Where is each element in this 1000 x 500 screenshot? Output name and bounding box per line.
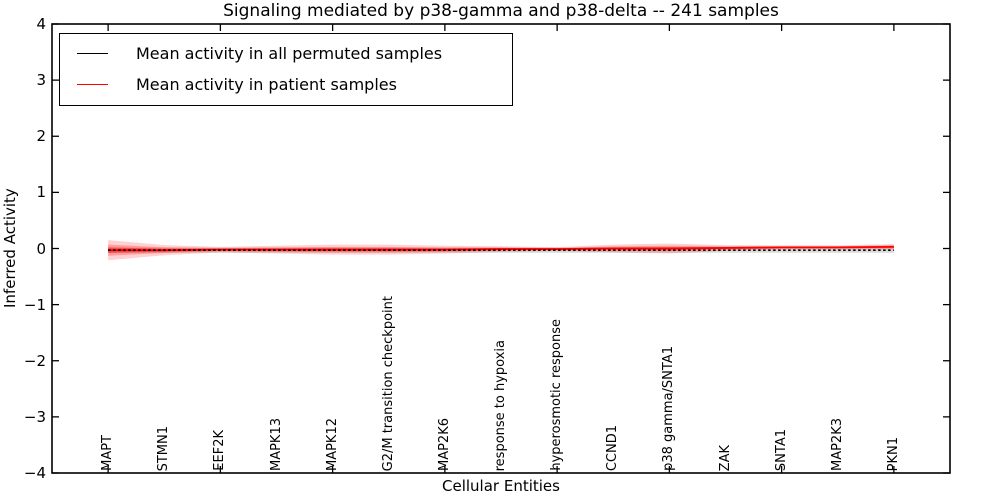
legend-entry-patient: Mean activity in patient samples xyxy=(70,72,502,96)
legend-entry-permuted: Mean activity in all permuted samples xyxy=(70,41,502,65)
y-tick-label: 3 xyxy=(36,71,46,90)
legend-label-permuted: Mean activity in all permuted samples xyxy=(136,43,443,63)
y-tick-label: 4 xyxy=(36,15,46,33)
x-tick-label: PKN1 xyxy=(885,436,901,471)
patient-std-band-outer xyxy=(108,240,894,261)
y-tick-label: −1 xyxy=(23,295,46,314)
x-tick-label: MAP2K6 xyxy=(436,417,452,471)
x-tick-label: MAPK13 xyxy=(268,417,284,471)
x-tick-label: ZAK xyxy=(717,444,733,471)
y-tick-label: 1 xyxy=(36,183,46,202)
x-tick-label: MAP2K3 xyxy=(829,417,845,471)
permuted-line-sample-icon xyxy=(77,52,108,54)
legend-label-patient: Mean activity in patient samples xyxy=(136,74,397,94)
x-tick-label: CCND1 xyxy=(605,424,621,471)
x-tick-label: MAPT xyxy=(100,435,116,471)
x-tick-label: EEF2K xyxy=(212,430,228,471)
chart-title: Signaling mediated by p38-gamma and p38-… xyxy=(223,1,779,21)
x-tick-label: G2/M transition checkpoint xyxy=(380,295,396,471)
y-tick-label: −2 xyxy=(23,351,46,370)
x-tick-label: STMN1 xyxy=(156,425,172,471)
x-tick-label: SNTA1 xyxy=(773,428,789,471)
x-tick-label: response to hypoxia xyxy=(493,339,508,471)
x-tick-label: hyperosmotic response xyxy=(549,319,565,471)
y-tick-label: 0 xyxy=(36,239,46,258)
x-axis-label: Cellular Entities xyxy=(442,477,560,495)
x-tick-label: p38 gamma/SNTA1 xyxy=(661,346,677,471)
y-tick-label: 2 xyxy=(36,127,46,146)
y-tick-label: −4 xyxy=(23,464,46,482)
y-tick-label: −3 xyxy=(23,407,46,426)
legend: Mean activity in all permuted samples Me… xyxy=(59,33,513,106)
patient-line-sample-icon xyxy=(77,83,108,85)
x-tick-label: MAPK12 xyxy=(324,417,340,471)
